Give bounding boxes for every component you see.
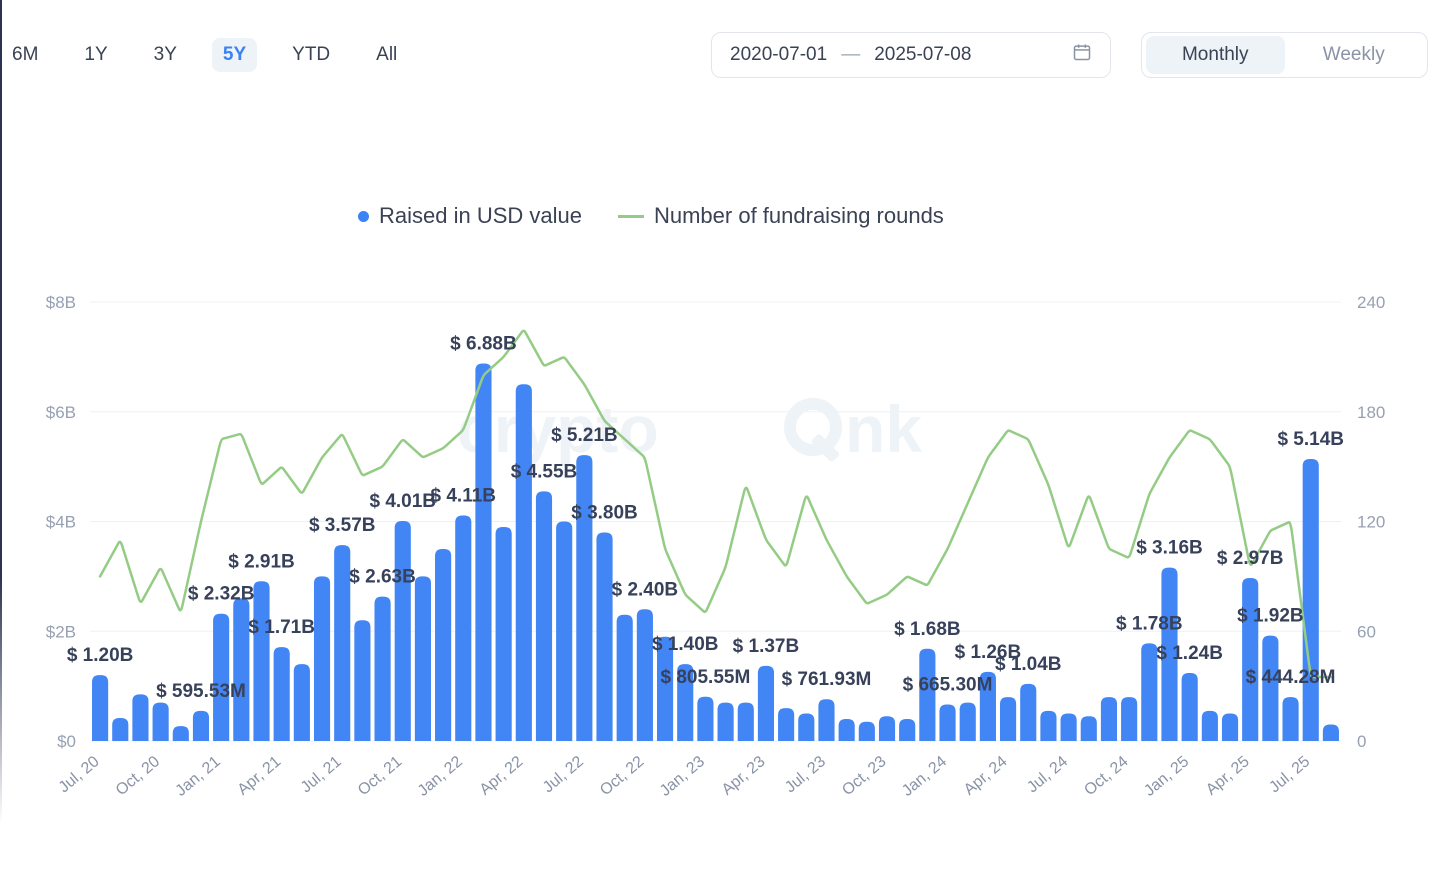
svg-text:$ 4.01B: $ 4.01B <box>369 491 436 512</box>
svg-text:Apr, 23: Apr, 23 <box>719 753 769 799</box>
svg-text:Oct, 22: Oct, 22 <box>597 753 648 799</box>
svg-text:$ 761.93M: $ 761.93M <box>782 669 872 690</box>
svg-text:Oct, 23: Oct, 23 <box>839 753 890 799</box>
svg-text:$ 2.97B: $ 2.97B <box>1217 548 1284 569</box>
svg-text:0: 0 <box>1357 732 1366 751</box>
svg-text:Apr, 22: Apr, 22 <box>477 753 527 799</box>
svg-text:120: 120 <box>1357 513 1385 532</box>
svg-text:$ 2.32B: $ 2.32B <box>188 584 255 605</box>
svg-text:Oct, 21: Oct, 21 <box>355 753 406 799</box>
svg-text:$0: $0 <box>57 732 76 751</box>
svg-text:$ 2.40B: $ 2.40B <box>612 579 679 600</box>
svg-text:Apr, 25: Apr, 25 <box>1203 753 1253 799</box>
svg-text:$ 2.63B: $ 2.63B <box>349 567 416 588</box>
svg-text:$ 1.71B: $ 1.71B <box>248 617 315 638</box>
svg-text:$ 595.53M: $ 595.53M <box>156 681 246 702</box>
svg-text:Oct, 20: Oct, 20 <box>113 753 164 799</box>
svg-text:Oct, 24: Oct, 24 <box>1081 753 1132 799</box>
svg-text:Jul, 20: Jul, 20 <box>56 753 103 796</box>
svg-text:Jul, 24: Jul, 24 <box>1024 753 1071 796</box>
svg-text:Jan, 23: Jan, 23 <box>657 753 708 800</box>
svg-text:Jul, 23: Jul, 23 <box>782 753 829 796</box>
svg-text:Jan, 25: Jan, 25 <box>1141 753 1192 800</box>
svg-text:$ 1.20B: $ 1.20B <box>67 645 134 666</box>
svg-text:Jul, 22: Jul, 22 <box>540 753 587 796</box>
svg-text:240: 240 <box>1357 293 1385 312</box>
svg-text:Jan, 22: Jan, 22 <box>415 753 466 800</box>
svg-text:$ 3.80B: $ 3.80B <box>571 502 638 523</box>
svg-text:$ 2.91B: $ 2.91B <box>228 551 295 572</box>
svg-text:$8B: $8B <box>46 293 76 312</box>
svg-text:Apr, 24: Apr, 24 <box>961 753 1011 799</box>
svg-text:$ 5.14B: $ 5.14B <box>1277 429 1344 450</box>
svg-text:Jul, 21: Jul, 21 <box>298 753 345 796</box>
svg-text:$4B: $4B <box>46 513 76 532</box>
svg-text:Jan, 24: Jan, 24 <box>899 753 950 800</box>
svg-text:$ 4.11B: $ 4.11B <box>431 485 497 506</box>
svg-text:$ 1.24B: $ 1.24B <box>1156 643 1223 664</box>
svg-text:$ 1.92B: $ 1.92B <box>1237 606 1304 627</box>
svg-text:$ 1.68B: $ 1.68B <box>894 619 961 640</box>
svg-text:$ 4.55B: $ 4.55B <box>511 461 578 482</box>
svg-text:$ 1.40B: $ 1.40B <box>652 634 719 655</box>
svg-text:$ 1.78B: $ 1.78B <box>1116 613 1183 634</box>
svg-text:60: 60 <box>1357 622 1376 641</box>
svg-text:$ 1.37B: $ 1.37B <box>733 636 800 657</box>
svg-text:$ 5.21B: $ 5.21B <box>551 425 618 446</box>
svg-text:$ 6.88B: $ 6.88B <box>450 333 517 354</box>
svg-text:$ 444.28M: $ 444.28M <box>1246 667 1336 688</box>
svg-text:Jan, 21: Jan, 21 <box>173 753 224 800</box>
svg-text:$ 665.30M: $ 665.30M <box>903 674 993 695</box>
svg-text:180: 180 <box>1357 403 1385 422</box>
svg-text:$ 3.57B: $ 3.57B <box>309 515 376 536</box>
svg-text:$ 1.04B: $ 1.04B <box>995 654 1062 675</box>
svg-text:nk: nk <box>845 392 922 466</box>
svg-text:$ 3.16B: $ 3.16B <box>1136 538 1203 559</box>
svg-text:$ 805.55M: $ 805.55M <box>661 667 751 688</box>
svg-text:Jul, 25: Jul, 25 <box>1266 753 1313 796</box>
svg-text:$6B: $6B <box>46 403 76 422</box>
svg-text:Apr, 21: Apr, 21 <box>234 753 284 799</box>
svg-text:$2B: $2B <box>46 622 76 641</box>
